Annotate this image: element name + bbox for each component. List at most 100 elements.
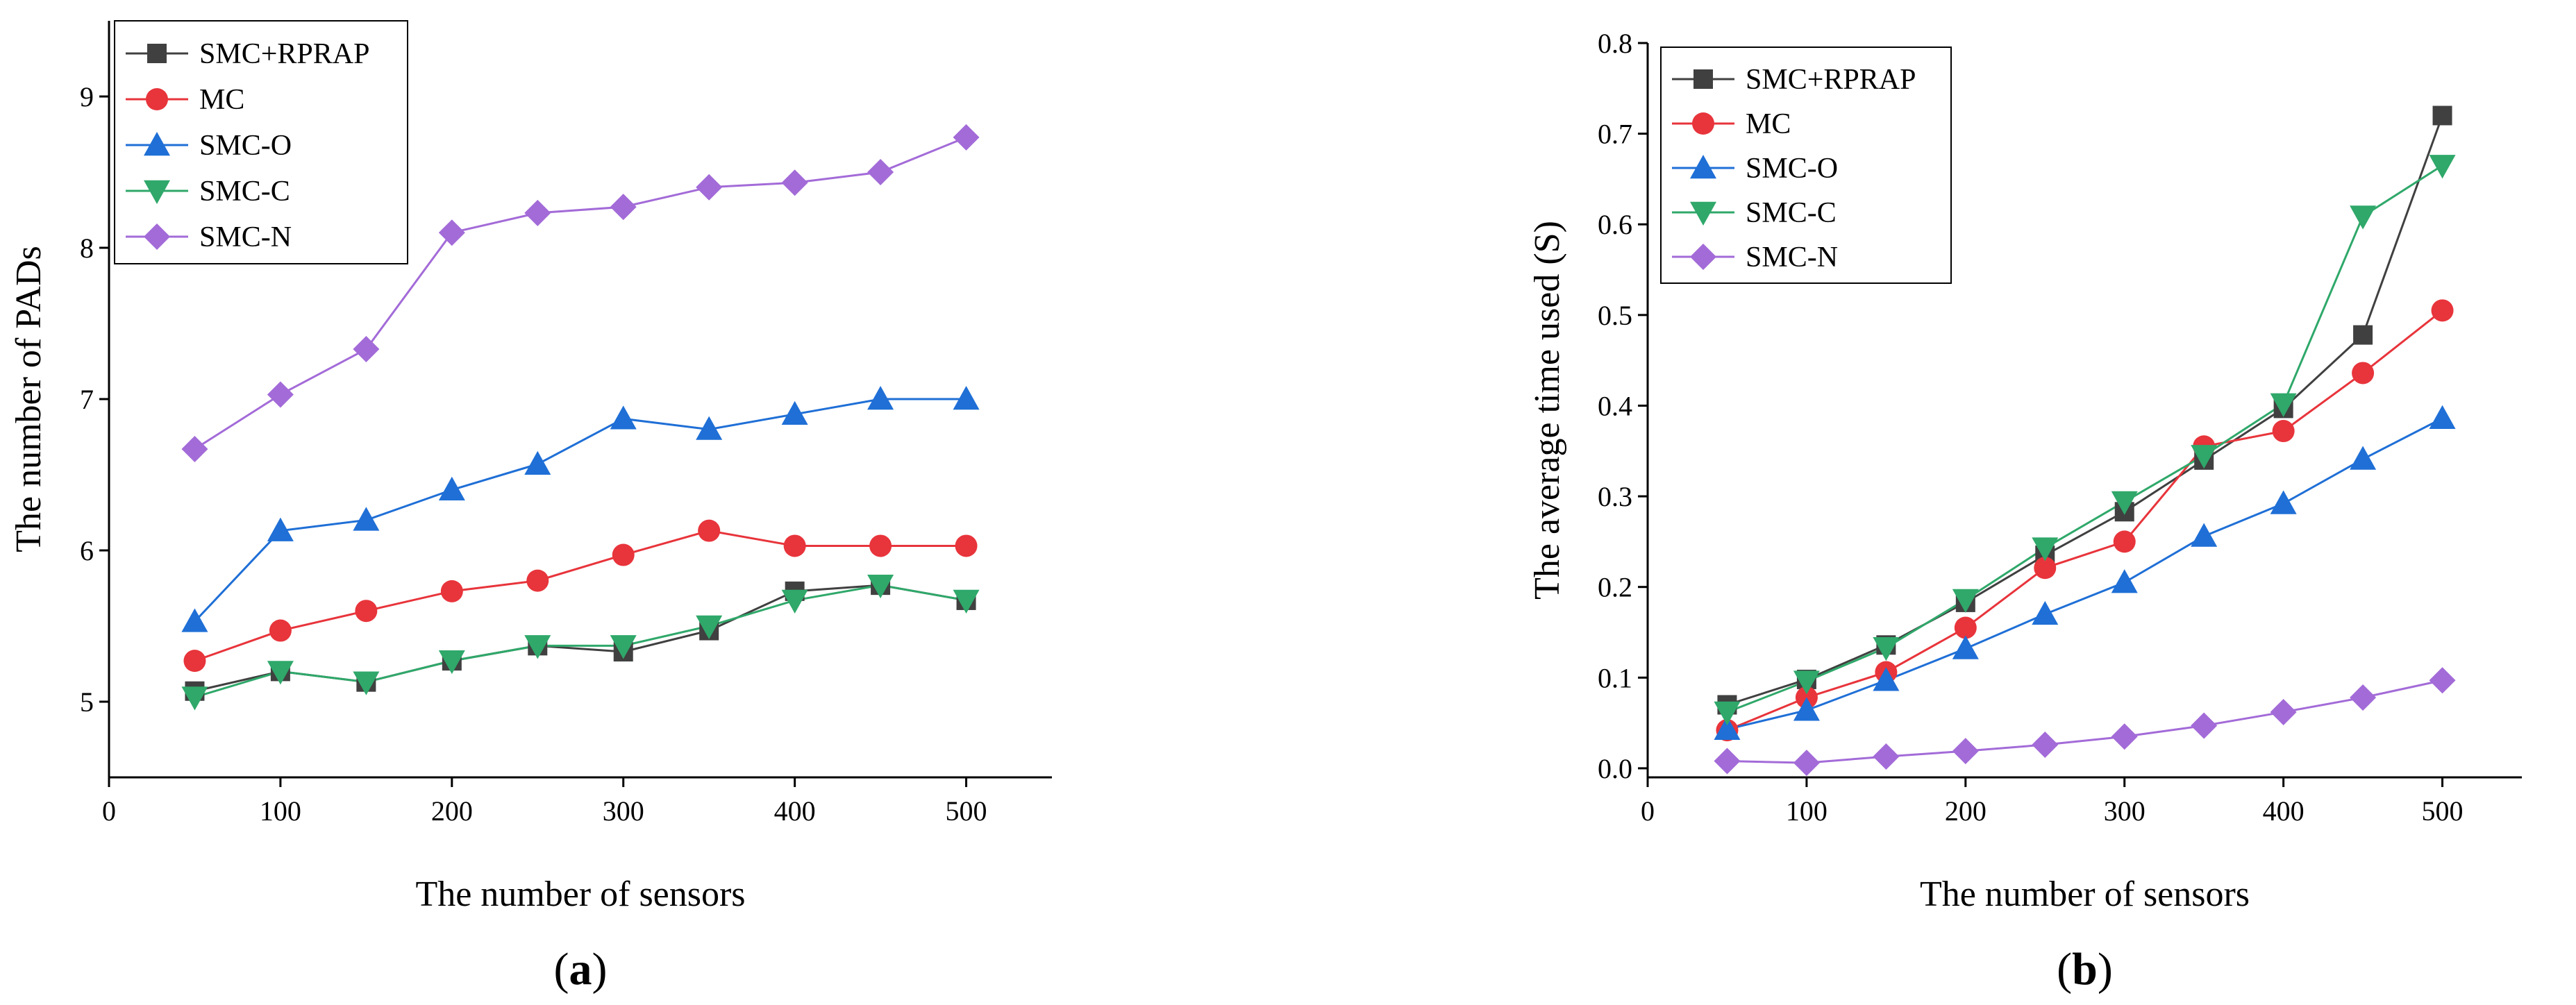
data-point	[955, 534, 978, 557]
legend-b: SMC+RPRAP MC SMC-O SMC-C SMC-N	[1660, 47, 1952, 284]
legend-marker	[1692, 112, 1714, 135]
data-point	[1714, 748, 1741, 775]
legend-label: SMC-C	[199, 176, 290, 208]
y-tick-label-b: 0.8	[1598, 28, 1632, 59]
data-point	[524, 450, 551, 475]
legend-label: SMC-O	[1746, 153, 1838, 185]
y-axis-title-a: The number of PADs	[9, 246, 49, 552]
legend-label: SMC-N	[199, 221, 292, 253]
data-point	[783, 534, 806, 557]
panel-label-letter: b	[2072, 944, 2098, 995]
legend-label: MC	[199, 84, 244, 116]
series-line-smc-n-b	[1727, 679, 2443, 764]
data-point	[2034, 557, 2057, 580]
legend-marker	[1690, 201, 1716, 226]
data-point	[781, 169, 808, 196]
legend-marker	[147, 44, 167, 63]
legend-label: SMC+RPRAP	[199, 38, 369, 70]
data-point	[2032, 731, 2059, 758]
data-point	[867, 386, 894, 410]
data-point	[2350, 446, 2377, 470]
series-points-smc-o-a	[181, 386, 980, 632]
data-point	[2272, 420, 2295, 443]
data-point	[2032, 537, 2059, 561]
data-point	[612, 543, 635, 566]
data-point	[267, 517, 294, 541]
legend-marker	[146, 88, 168, 110]
y-tick-label-b: 0.3	[1598, 481, 1632, 512]
x-tick-label-a: 100	[260, 795, 301, 827]
data-point	[2432, 105, 2452, 126]
data-point	[2032, 600, 2059, 625]
y-tick-label-b: 0.7	[1598, 119, 1632, 150]
data-point	[183, 650, 206, 673]
chart-b: 0 100 200 300 400 500 0.0 0.1 0.2 0.3 0.4 0.5 0.6 0.7…	[1528, 28, 2522, 995]
y-tick-label-a: 6	[80, 535, 94, 566]
data-point	[2353, 325, 2373, 345]
series-line-mc-b	[1726, 310, 2443, 732]
data-point	[1714, 701, 1741, 725]
data-point	[610, 194, 637, 221]
data-point	[2111, 491, 2138, 515]
x-tick-label-a: 300	[603, 795, 644, 827]
data-point	[867, 159, 894, 185]
series-points-mc-a	[183, 519, 978, 673]
data-point	[269, 619, 292, 642]
y-tick-label-b: 0.2	[1598, 572, 1632, 603]
series-points-mc-b	[1716, 299, 2454, 742]
data-point	[355, 600, 378, 623]
legend-marker	[1693, 69, 1713, 89]
legend-marker	[144, 132, 170, 156]
series-line-smc-c-b	[1726, 164, 2443, 713]
series-points-smc-c-a	[181, 574, 980, 711]
panel-label-close: )	[2098, 944, 2113, 995]
x-tick-label-b: 500	[2422, 795, 2464, 827]
data-point	[181, 435, 208, 462]
data-point	[869, 534, 892, 557]
panel-label-a: (a)	[554, 944, 608, 995]
data-point	[2429, 667, 2456, 694]
x-tick-label-b: 300	[2104, 795, 2146, 827]
x-tick-label-b: 100	[1786, 795, 1828, 827]
y-tick-label-b: 0.5	[1598, 300, 1632, 331]
data-point	[2191, 445, 2218, 469]
data-point	[2191, 523, 2218, 547]
series-points-smc-o-b	[1714, 405, 2456, 740]
data-point	[867, 574, 894, 599]
data-point	[438, 219, 465, 246]
data-point	[526, 569, 549, 592]
panel-label-b: (b)	[2057, 944, 2113, 995]
data-point	[353, 507, 380, 531]
legend-a: SMC+RPRAP MC SMC-O SMC-C SMC-N	[114, 20, 408, 264]
data-point	[2270, 698, 2297, 725]
y-tick-label-a: 7	[80, 384, 94, 415]
legend-label: SMC-C	[1746, 197, 1837, 229]
series-line-smc-rprap-b	[1726, 115, 2443, 706]
chart-a: 0 100 200 300 400 50056789SMC+RPRAPMCSMC-OSMC…	[9, 20, 1052, 995]
data-point	[953, 124, 980, 151]
series-points-smc-n-a	[181, 124, 980, 462]
data-point	[2270, 490, 2297, 514]
data-point	[2111, 569, 2138, 593]
y-tick-label-b: 0.6	[1598, 209, 1632, 240]
x-axis-title-a: The number of sensors	[415, 875, 745, 914]
y-tick-label-a: 8	[80, 233, 94, 264]
x-tick-label-a: 500	[946, 795, 987, 827]
panel-label-letter: a	[569, 944, 592, 995]
x-tick-label-b: 200	[1945, 795, 1987, 827]
data-point	[781, 400, 808, 425]
series-points-smc-n-b	[1714, 667, 2456, 777]
x-tick-label-a: 200	[431, 795, 473, 827]
data-point	[1793, 750, 1820, 777]
legend-label: SMC-O	[199, 130, 292, 162]
legend-label: SMC+RPRAP	[1746, 64, 1916, 96]
data-point	[2352, 362, 2375, 385]
data-point	[1793, 697, 1820, 721]
data-point	[438, 476, 465, 500]
y-tick-label-b: 0.0	[1598, 753, 1632, 784]
data-point	[267, 661, 294, 685]
series-line-mc-a	[194, 530, 967, 662]
series-line-smc-c-a	[194, 584, 967, 698]
data-point	[2270, 393, 2297, 417]
